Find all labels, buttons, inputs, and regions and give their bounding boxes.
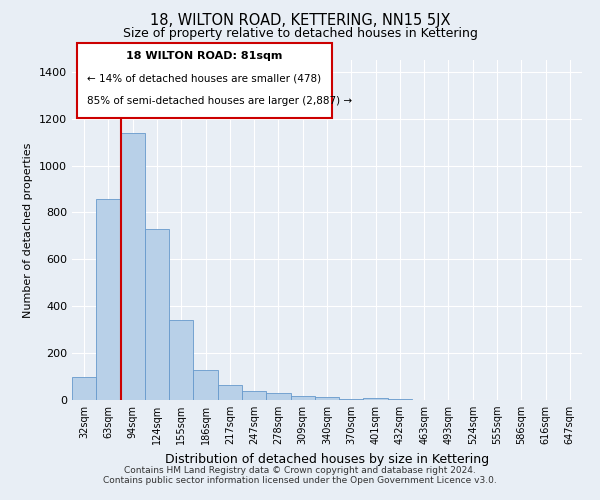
Bar [315,397,339,400]
Bar [242,390,266,400]
X-axis label: Distribution of detached houses by size in Kettering: Distribution of detached houses by size … [165,452,489,466]
Text: 85% of semi-detached houses are larger (2,887) →: 85% of semi-detached houses are larger (… [88,96,352,106]
Bar [145,229,169,400]
Bar [121,132,145,400]
Bar [339,399,364,400]
Bar [290,396,315,400]
Y-axis label: Number of detached properties: Number of detached properties [23,142,34,318]
Bar [96,199,121,400]
Text: Size of property relative to detached houses in Kettering: Size of property relative to detached ho… [122,28,478,40]
Text: Contains HM Land Registry data © Crown copyright and database right 2024.
Contai: Contains HM Land Registry data © Crown c… [103,466,497,485]
Bar [193,370,218,400]
Text: ← 14% of detached houses are smaller (478): ← 14% of detached houses are smaller (47… [88,74,322,84]
Bar [169,320,193,400]
Bar [72,376,96,400]
Text: 18, WILTON ROAD, KETTERING, NN15 5JX: 18, WILTON ROAD, KETTERING, NN15 5JX [150,12,450,28]
Bar [218,385,242,400]
Bar [266,393,290,400]
Bar [364,398,388,400]
FancyBboxPatch shape [77,43,332,118]
Text: 18 WILTON ROAD: 81sqm: 18 WILTON ROAD: 81sqm [127,52,283,62]
